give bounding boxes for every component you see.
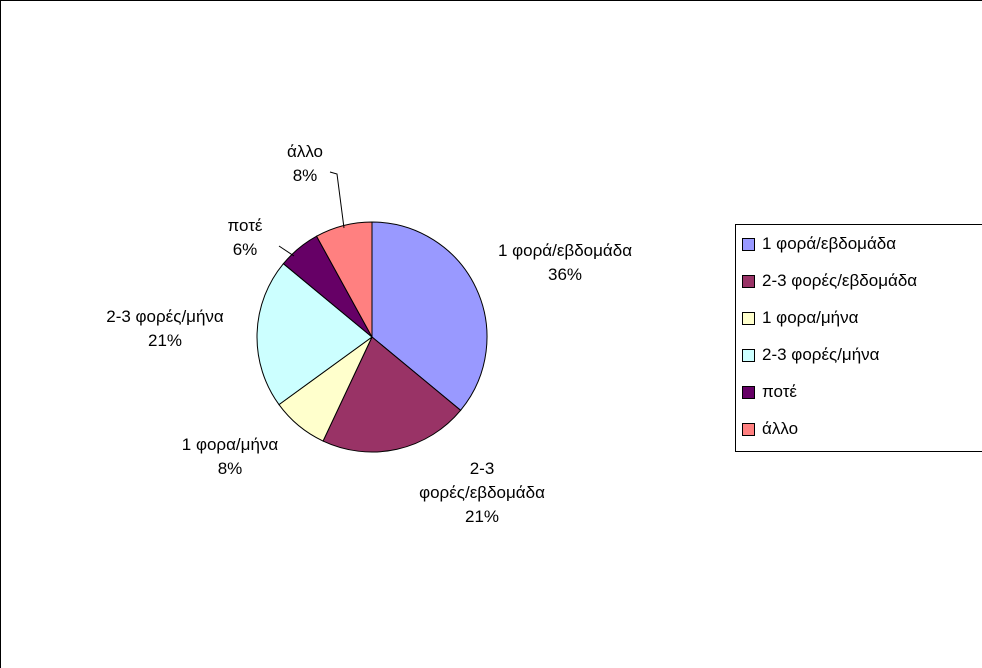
slice-label-line: 2-3	[470, 459, 495, 478]
legend-swatch	[742, 237, 755, 251]
slice-label-line: 1 φορα/μήνα	[182, 435, 279, 454]
legend-item: 2-3 φορές/μήνα	[742, 344, 880, 366]
slice-label: 1 φορά/εβδομάδα 36%	[498, 241, 632, 284]
legend-label: 2-3 φορές/εβδομάδα	[762, 271, 918, 290]
legend-swatch	[742, 274, 755, 288]
legend-item: 1 φορά/εβδομάδα	[742, 233, 896, 255]
legend-item: 1 φορα/μήνα	[742, 307, 858, 329]
legend-swatch	[742, 311, 755, 325]
slice-labels: 1 φορά/εβδομάδα 36% 2-3 φορές/εβδομάδα 21% 1 …	[106, 142, 632, 526]
slice-label-line: 8%	[293, 166, 318, 185]
slice-label-line: 8%	[218, 459, 243, 478]
legend-item: 2-3 φορές/εβδομάδα	[742, 270, 917, 292]
pie-slices	[256, 221, 488, 453]
legend-item: ποτέ	[742, 381, 797, 403]
slice-label-line: 6%	[233, 240, 258, 259]
legend-swatch	[742, 422, 755, 436]
legend-swatch	[742, 348, 755, 362]
legend-swatch	[742, 385, 755, 399]
slice-label: άλλο 8%	[287, 142, 323, 185]
slice-label: ποτέ 6%	[228, 216, 263, 259]
slice-label-line: άλλο	[287, 142, 323, 161]
slice-label-line: 2-3 φορές/μήνα	[106, 307, 224, 326]
pie-slice	[371, 221, 488, 412]
slice-label: 2-3 φορές/μήνα 21%	[106, 307, 224, 350]
leader-lines	[278, 171, 345, 257]
legend-label: 1 φορά/εβδομάδα	[762, 234, 897, 253]
legend: 1 φορά/εβδομάδα 2-3 φορές/εβδομάδα 1 φορ…	[735, 224, 982, 452]
slice-label: 1 φορα/μήνα 8%	[182, 435, 279, 478]
slice-label-line: 21%	[148, 331, 182, 350]
legend-item: άλλο	[742, 418, 798, 440]
slice-label-line: 1 φορά/εβδομάδα	[498, 241, 632, 260]
legend-label: ποτέ	[762, 382, 797, 401]
pie-slice	[322, 336, 462, 453]
leader-line	[329, 171, 345, 229]
slice-label-line: 21%	[465, 507, 499, 526]
leader-line	[278, 245, 295, 257]
slice-label-line: ποτέ	[228, 216, 263, 235]
slice-label-line: 36%	[548, 265, 582, 284]
pie-slice	[256, 262, 373, 406]
legend-label: 1 φορα/μήνα	[762, 308, 859, 327]
slice-label-line: φορές/εβδομάδα	[419, 483, 545, 502]
slice-label: 2-3 φορές/εβδομάδα 21%	[419, 459, 545, 526]
legend-label: άλλο	[762, 419, 799, 438]
legend-label: 2-3 φορές/μήνα	[762, 345, 880, 364]
